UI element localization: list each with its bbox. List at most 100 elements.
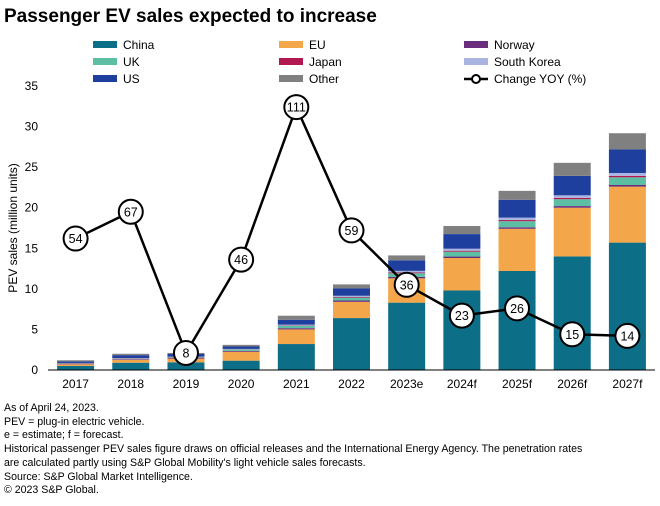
bar-segment-us-2018 — [112, 355, 150, 358]
bar-segment-eu-2025f — [498, 228, 536, 272]
bar-stack-2023e — [388, 255, 426, 370]
bar-segment-us-2026f — [553, 175, 591, 196]
bar-stack-2021 — [277, 315, 315, 370]
legend-label-norway: Norway — [494, 38, 535, 52]
bar-segment-south-korea-2024f — [443, 248, 481, 251]
bar-segment-eu-2022 — [333, 301, 370, 319]
y-tick-label-0: 0 — [31, 363, 38, 377]
legend-label-us: US — [123, 72, 140, 86]
x-tick-label-2020: 2020 — [228, 377, 255, 391]
yoy-line-series: 54 67 8 46 111 59 36 23 26 15 14 — [62, 94, 641, 366]
legend-swatch-us — [93, 75, 117, 82]
footnote-source: Source: S&P Global Market Intelligence. — [4, 470, 193, 483]
bar-segment-norway-2021 — [277, 328, 315, 330]
y-tick-label-10: 10 — [25, 282, 39, 296]
footnote-copyright: © 2023 S&P Global. — [4, 484, 99, 497]
y-axis-title: PEV sales (million units) — [6, 163, 20, 292]
bar-segment-south-korea-2021 — [277, 324, 315, 326]
bar-stack-2024f — [443, 225, 481, 370]
bar-segment-us-2027f — [608, 149, 646, 173]
bar-segment-other-2027f — [608, 133, 646, 150]
yoy-marker-2025f — [504, 295, 531, 322]
bar-segment-other-2022 — [333, 284, 370, 289]
yoy-marker-2017 — [62, 225, 89, 252]
bar-segment-japan-2025f — [498, 220, 536, 222]
bar-segment-eu-2027f — [608, 186, 646, 243]
bar-segment-china-2022 — [333, 318, 370, 370]
x-tick-label-2023e: 2023e — [390, 377, 424, 391]
y-axis: 0 5 10 15 20 25 30 35 PEV sales (million units) — [6, 79, 38, 377]
bar-stack-2018 — [112, 353, 150, 370]
bar-segment-uk-2026f — [553, 199, 591, 207]
x-tick-label-2024f: 2024f — [447, 377, 478, 391]
bar-segment-other-2026f — [553, 162, 591, 176]
bar-segment-norway-2020 — [222, 350, 260, 352]
bar-segment-other-2025f — [498, 190, 536, 200]
legend-swatch-china — [93, 41, 117, 48]
yoy-label-2020: 46 — [234, 253, 248, 267]
x-tick-label-2025f: 2025f — [502, 377, 533, 391]
bar-segment-eu-2021 — [277, 329, 315, 345]
bar-stack-2025f — [498, 190, 536, 370]
x-tick-label-2019: 2019 — [173, 377, 200, 391]
bar-segment-eu-2017 — [57, 364, 95, 366]
yoy-marker-2021 — [283, 94, 310, 121]
bar-segment-japan-2027f — [608, 175, 646, 178]
yoy-label-2019: 8 — [182, 346, 189, 360]
bar-segment-china-2026f — [553, 256, 591, 370]
bar-segment-us-2020 — [222, 346, 260, 349]
legend-label-eu: EU — [309, 38, 326, 52]
x-tick-label-2017: 2017 — [62, 377, 89, 391]
y-tick-label-20: 20 — [25, 201, 39, 215]
footnote-date: As of April 24, 2023. — [4, 402, 99, 414]
yoy-label-2021: 111 — [287, 101, 306, 115]
bar-segment-us-2025f — [498, 199, 536, 218]
x-tick-label-2027f: 2027f — [612, 377, 643, 391]
bar-segment-china-2024f — [443, 290, 481, 370]
bar-segment-eu-2020 — [222, 351, 260, 361]
bar-stack-2022 — [333, 284, 370, 370]
footnotes: As of April 24, 2023. PEV = plug-in elec… — [4, 402, 582, 498]
y-tick-label-30: 30 — [25, 120, 39, 134]
yoy-marker-2024f — [448, 302, 475, 329]
bar-segment-norway-2018 — [112, 359, 150, 360]
bar-segment-south-korea-2025f — [498, 217, 536, 221]
legend-swatch-japan — [279, 58, 303, 65]
x-tick-label-2026f: 2026f — [557, 377, 588, 391]
bar-segment-china-2018 — [112, 362, 150, 370]
bar-segment-south-korea-2026f — [553, 195, 591, 198]
bar-segment-uk-2020 — [222, 349, 260, 351]
bar-segment-china-2021 — [277, 344, 315, 370]
bar-stack-2020 — [222, 344, 260, 370]
legend-swatch-norway — [464, 41, 488, 48]
bar-segment-uk-2021 — [277, 325, 315, 329]
legend-swatch-other — [279, 75, 303, 82]
bar-segment-norway-2027f — [608, 184, 646, 187]
bar-segment-us-2023e — [388, 260, 426, 271]
yoy-marker-2027f — [614, 322, 641, 349]
chart-legend: China EU Norway UK Japan South Korea US Other Ch… — [93, 38, 586, 86]
bar-segment-us-2022 — [333, 288, 370, 296]
bar-stack-2026f — [553, 162, 591, 370]
legend-swatch-uk — [93, 58, 117, 65]
bar-segment-china-2019 — [167, 362, 205, 370]
bar-segment-eu-2018 — [112, 359, 150, 363]
bar-segment-other-2017 — [57, 360, 95, 362]
bar-segment-eu-2026f — [553, 207, 591, 257]
bar-segment-eu-2024f — [443, 258, 481, 291]
legend-label-change-yoy: Change YOY (%) — [494, 72, 586, 86]
y-tick-label-25: 25 — [25, 160, 39, 174]
bar-segment-japan-2024f — [443, 250, 481, 252]
yoy-label-2027f: 14 — [620, 329, 634, 343]
yoy-marker-2019 — [172, 339, 199, 366]
bar-segment-other-2024f — [443, 225, 481, 235]
yoy-label-2018: 67 — [124, 205, 138, 219]
yoy-marker-2026f — [559, 321, 586, 348]
bar-segment-us-2017 — [57, 361, 95, 363]
bar-segment-other-2020 — [222, 344, 260, 347]
yoy-label-2026f: 15 — [565, 328, 579, 342]
bar-segment-us-2024f — [443, 234, 481, 249]
bar-segment-us-2021 — [277, 319, 315, 325]
yoy-label-2024f: 23 — [455, 309, 469, 323]
legend-label-south-korea: South Korea — [494, 55, 561, 69]
